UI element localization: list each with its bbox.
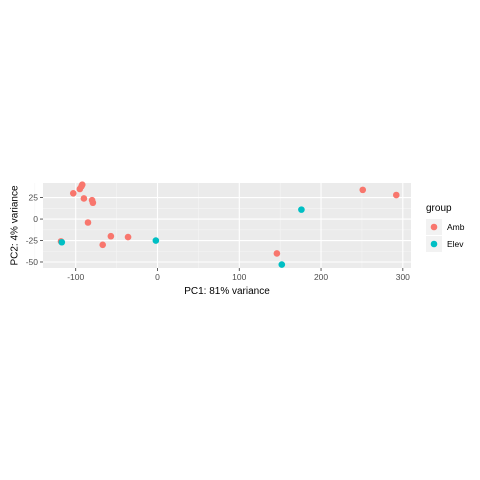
- data-point-elev: [278, 261, 286, 268]
- data-point-amb: [78, 183, 85, 190]
- x-axis: -100 0 100 200 300: [67, 268, 410, 282]
- data-point-elev: [152, 237, 160, 244]
- y-tick-label: 0: [33, 214, 38, 224]
- legend-title: group: [426, 203, 452, 214]
- data-point-amb: [124, 233, 132, 241]
- y-tick-label: -25: [26, 236, 39, 246]
- x-tick-label: -100: [67, 272, 84, 282]
- data-points: [57, 181, 400, 268]
- data-point-amb: [273, 250, 281, 257]
- x-tick-label: 0: [155, 272, 160, 282]
- data-point-amb: [80, 195, 88, 202]
- x-axis-title: PC1: 81% variance: [184, 286, 270, 297]
- legend: group Amb Elev: [426, 203, 465, 252]
- data-point-amb: [107, 232, 115, 240]
- y-tick-label: -50: [26, 257, 39, 267]
- data-point-elev: [298, 206, 305, 213]
- data-point-amb: [69, 190, 77, 197]
- x-tick-label: 200: [314, 272, 328, 282]
- y-tick-label: 25: [29, 193, 39, 203]
- major-gridlines: [43, 183, 411, 268]
- legend-key-elev: [430, 240, 438, 248]
- legend-label-elev: Elev: [447, 239, 464, 249]
- data-point-amb: [359, 186, 367, 194]
- legend-key-amb: [430, 223, 438, 231]
- x-tick-label: 100: [232, 272, 246, 282]
- data-point-amb: [84, 219, 92, 226]
- legend-label-amb: Amb: [447, 222, 465, 232]
- data-point-elev: [58, 238, 66, 246]
- y-axis: -50 -25 0 25: [26, 193, 43, 267]
- x-tick-label: 300: [396, 272, 410, 282]
- data-point-amb: [392, 191, 400, 199]
- data-point-amb: [99, 241, 106, 249]
- y-axis-title: PC2: 4% variance: [10, 185, 21, 265]
- plot-panel: [43, 183, 411, 268]
- data-point-amb: [89, 199, 97, 207]
